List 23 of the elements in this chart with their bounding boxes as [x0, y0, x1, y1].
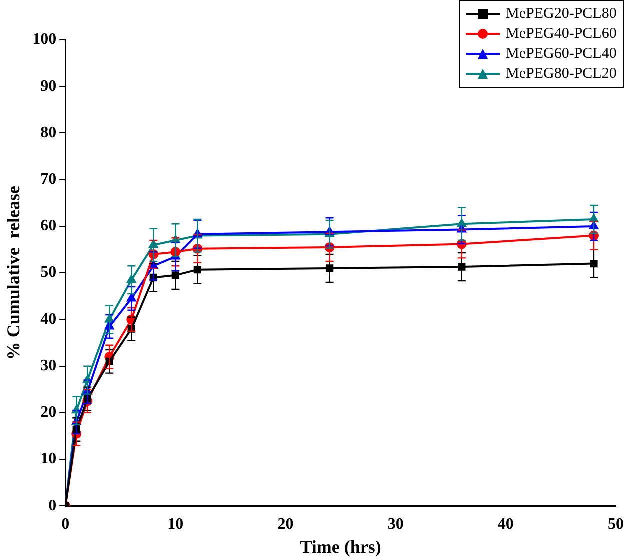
- y-tick-label: 40: [40, 310, 57, 328]
- y-tick-label: 10: [40, 450, 57, 468]
- x-tick-label: 30: [388, 516, 404, 533]
- legend-label: MePEG60-PCL40: [506, 46, 617, 62]
- y-tick-label: 20: [40, 404, 57, 422]
- x-tick-label: 50: [608, 516, 624, 533]
- x-tick-label: 10: [168, 516, 184, 533]
- legend-label: MePEG40-PCL60: [506, 26, 617, 42]
- y-tick-label: 30: [40, 357, 57, 374]
- x-tick-label: 20: [278, 516, 294, 533]
- y-tick-label: 100: [32, 31, 57, 48]
- y-tick-label: 80: [40, 124, 57, 142]
- legend-label: MePEG80-PCL20: [506, 66, 617, 82]
- x-tick-label: 0: [62, 516, 70, 533]
- y-tick-label: 70: [40, 171, 57, 188]
- y-tick-label: 90: [40, 78, 57, 95]
- y-tick-label: 60: [40, 218, 57, 235]
- y-tick-label: 0: [48, 497, 57, 514]
- legend-label: MePEG20-PCL80: [506, 6, 617, 22]
- x-axis-title: Time (hrs): [300, 536, 382, 557]
- y-tick-label: 50: [40, 264, 57, 282]
- y-axis-title: % Cumulative release: [3, 186, 24, 360]
- x-tick-label: 40: [498, 516, 514, 533]
